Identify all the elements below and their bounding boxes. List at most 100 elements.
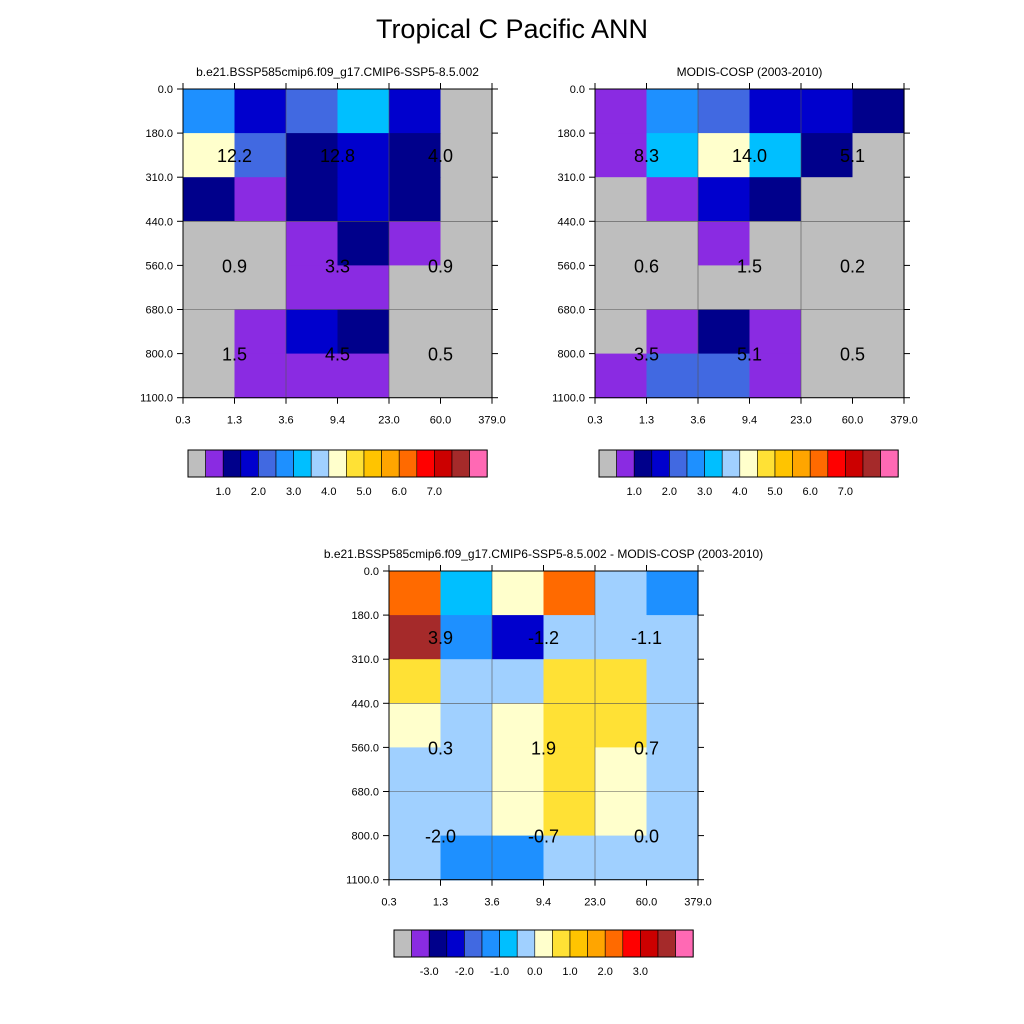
colorbar-box xyxy=(622,929,641,958)
heatmap-cell xyxy=(595,309,648,355)
heatmap-cell xyxy=(337,353,390,399)
heatmap-cell xyxy=(646,221,699,266)
heatmap-cell xyxy=(440,89,493,134)
colorbar-label: 6.0 xyxy=(803,486,818,498)
colorbar-box xyxy=(205,449,224,478)
y-tick-label: 800.0 xyxy=(145,349,173,361)
heatmap-cell xyxy=(595,615,648,660)
colorbar-box xyxy=(464,929,483,958)
y-tick-label: 680.0 xyxy=(145,305,173,317)
x-tick-label: 9.4 xyxy=(330,415,345,427)
heatmap-cell xyxy=(389,703,442,748)
colorbar-box xyxy=(258,449,277,478)
heatmap-cell xyxy=(698,309,751,355)
heatmap-cell xyxy=(286,265,339,311)
colorbar-label: 3.0 xyxy=(697,486,712,498)
colorbar-box xyxy=(469,449,488,478)
colorbar-label: 1.0 xyxy=(627,486,642,498)
heatmap-cell xyxy=(801,133,854,178)
heatmap-cell xyxy=(595,791,648,837)
colorbar-box xyxy=(240,449,259,478)
x-tick-label: 60.0 xyxy=(842,415,863,427)
x-tick-label: 0.3 xyxy=(587,415,602,427)
heatmap-cell xyxy=(440,615,493,660)
heatmap-cell xyxy=(183,353,236,399)
heatmap-cell xyxy=(337,177,390,222)
colorbar-box xyxy=(434,449,453,478)
heatmap-cell xyxy=(749,89,802,134)
data-label: 0.7 xyxy=(634,738,659,758)
colorbar-box xyxy=(827,449,846,478)
heatmap-cell xyxy=(646,703,699,748)
heatmap-cell xyxy=(286,309,339,355)
x-tick-label: 9.4 xyxy=(742,415,757,427)
colorbar-box xyxy=(669,449,688,478)
heatmap-cell xyxy=(646,835,699,881)
panel-title: b.e21.BSSP585cmip6.f09_g17.CMIP6-SSP5-8.… xyxy=(196,65,479,79)
colorbar-box xyxy=(862,449,881,478)
data-label: 4.5 xyxy=(325,345,350,365)
y-tick-label: 560.0 xyxy=(145,260,173,272)
heatmap-cell xyxy=(286,221,339,266)
data-label: 8.3 xyxy=(634,146,659,166)
heatmap-cell xyxy=(440,133,493,178)
heatmap-cell xyxy=(698,353,751,399)
x-tick-label: 3.6 xyxy=(278,415,293,427)
heatmap-cell xyxy=(749,133,802,178)
heatmap-panel-2: MODIS-COSP (2003-2010) 0.0 180.0 310.0 440.0… xyxy=(552,65,918,498)
colorbar-frame xyxy=(598,449,899,478)
data-label: 3.5 xyxy=(634,345,659,365)
heatmap-cell xyxy=(595,177,648,222)
x-tick-label: 60.0 xyxy=(430,415,451,427)
colorbar-box xyxy=(569,929,588,958)
colorbar-box xyxy=(451,449,470,478)
heatmap-cell xyxy=(440,835,493,881)
heatmap-cell xyxy=(801,353,854,399)
y-tick-label: 0.0 xyxy=(364,566,379,578)
panel-title: MODIS-COSP (2003-2010) xyxy=(677,65,823,79)
colorbar-box xyxy=(651,449,670,478)
colorbar-box xyxy=(675,929,694,958)
x-tick-label: 23.0 xyxy=(378,415,399,427)
colorbar-box xyxy=(880,449,899,478)
heatmap-cell xyxy=(337,133,390,178)
y-tick-label: 440.0 xyxy=(145,216,173,228)
heatmap-cell xyxy=(440,177,493,222)
heatmap-cell xyxy=(749,177,802,222)
heatmap-cell xyxy=(286,353,339,399)
heatmap-cell xyxy=(389,133,442,178)
heatmap-cell xyxy=(389,615,442,660)
colorbar-label: 2.0 xyxy=(251,486,266,498)
y-tick-label: 1100.0 xyxy=(346,875,379,887)
heatmap-cell xyxy=(646,177,699,222)
colorbar-box xyxy=(187,449,206,478)
heatmap-cell xyxy=(543,659,596,704)
colorbar-box xyxy=(809,449,829,478)
heatmap-cell xyxy=(337,221,390,266)
colorbar: 1.0 2.0 3.0 4.0 5.0 6.0 7.0 xyxy=(187,449,488,498)
heatmap-cell xyxy=(646,659,699,704)
heatmap-cell xyxy=(389,265,442,311)
heatmap-cell xyxy=(234,309,287,355)
heatmap-cell xyxy=(543,747,596,793)
heatmap-cell xyxy=(595,703,648,748)
y-tick-label: 680.0 xyxy=(557,305,585,317)
x-tick-label: 3.6 xyxy=(484,897,499,909)
heatmap-cell xyxy=(852,133,905,178)
data-label: -0.7 xyxy=(528,827,559,847)
colorbar-box xyxy=(428,929,448,958)
colorbar-box xyxy=(516,929,536,958)
colorbar-box xyxy=(363,449,382,478)
y-tick-label: 180.0 xyxy=(351,610,379,622)
heatmap-cell xyxy=(234,133,287,178)
y-tick-label: 180.0 xyxy=(557,128,585,140)
heatmap-cell xyxy=(852,309,905,355)
data-label: 14.0 xyxy=(732,146,767,166)
y-tick-label: 680.0 xyxy=(351,787,379,799)
colorbar-box xyxy=(275,449,294,478)
data-label: 0.5 xyxy=(428,345,453,365)
x-tick-label: 23.0 xyxy=(584,897,605,909)
heatmap-cell xyxy=(234,353,287,399)
colorbar-label: 1.0 xyxy=(562,966,577,978)
heatmap-cell xyxy=(543,791,596,837)
